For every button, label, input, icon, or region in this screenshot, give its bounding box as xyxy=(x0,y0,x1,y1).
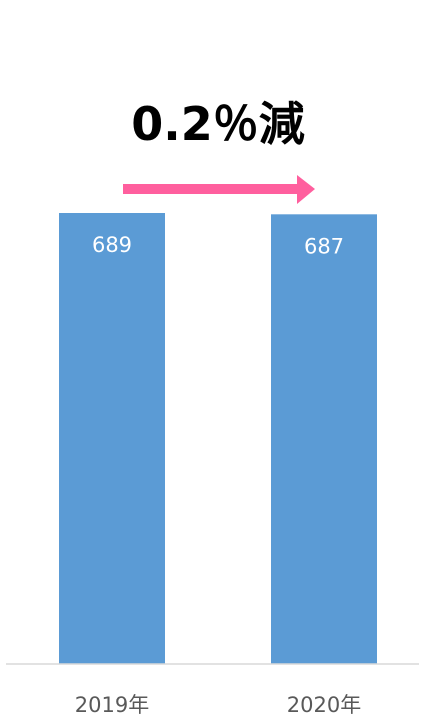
change-annotation: 0.2％減 xyxy=(131,97,305,151)
x-tick-label-0: 2019年 xyxy=(75,693,149,717)
bar-1 xyxy=(271,214,377,664)
bars-group xyxy=(59,213,377,664)
x-tick-labels-group: 2019年 2020年 xyxy=(75,693,361,717)
arrow-head xyxy=(297,175,315,204)
data-label-1: 687 xyxy=(304,234,344,258)
bar-0 xyxy=(59,213,165,664)
arrow-shaft xyxy=(123,184,299,194)
data-labels-group: 689 687 xyxy=(92,233,344,258)
change-arrow xyxy=(123,175,315,204)
data-label-0: 689 xyxy=(92,233,132,257)
x-tick-label-1: 2020年 xyxy=(287,693,361,717)
